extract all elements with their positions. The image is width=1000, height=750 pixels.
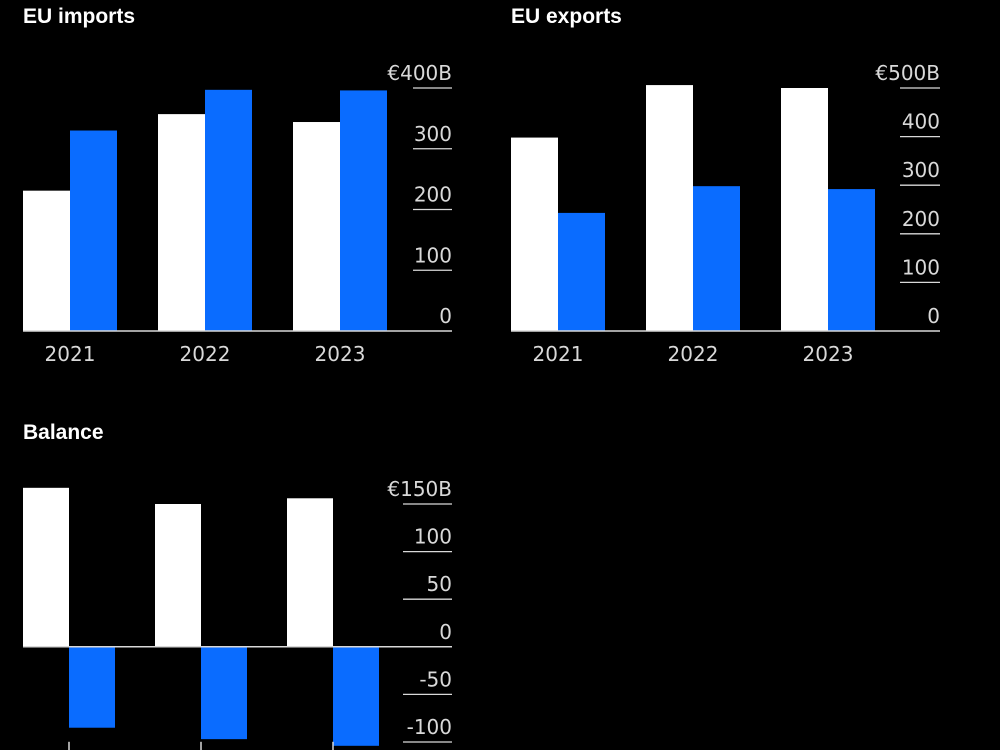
- balance-bar-2023-series-2: [333, 646, 379, 746]
- exports-bar-2022-series-2: [693, 186, 740, 331]
- imports-bar-2023-series-1: [293, 122, 340, 332]
- imports-y-tick-label-1: 100: [414, 243, 452, 267]
- exports-y-tick-label-0: 0: [927, 304, 940, 328]
- exports-chart-title: EU exports: [511, 5, 622, 28]
- exports-bar-2021-series-2: [558, 212, 605, 331]
- balance-bar-2021-series-1: [23, 487, 69, 647]
- balance-bar-2023-series-1: [287, 498, 333, 647]
- exports-bar-2023-series-2: [828, 189, 875, 331]
- imports-chart-title: EU imports: [23, 5, 136, 28]
- exports-y-tick-label-1: 100: [902, 255, 940, 279]
- exports-y-tick-label-2: 200: [902, 207, 940, 231]
- balance-y-tick-label-2: 0: [439, 620, 452, 644]
- imports-bar-2021-series-1: [23, 190, 70, 331]
- imports-bar-2022-series-2: [205, 89, 252, 331]
- balance-y-tick-label-1: -50: [419, 667, 452, 691]
- exports-x-tick-label-2023: 2023: [803, 342, 854, 366]
- balance-bar-2021-series-2: [69, 646, 115, 728]
- balance-y-tick-label-0: -100: [407, 715, 452, 739]
- balance-y-tick-label-4: 100: [414, 525, 452, 549]
- balance-y-tick-label-3: 50: [427, 572, 452, 596]
- exports-bar-2023-series-1: [781, 88, 828, 331]
- exports-y-tick-label-3: 300: [902, 158, 940, 182]
- exports-bar-2022-series-1: [646, 85, 693, 331]
- balance-bar-2022-series-2: [201, 646, 247, 740]
- exports-x-tick-label-2022: 2022: [668, 342, 719, 366]
- exports-x-tick-label-2021: 2021: [533, 342, 584, 366]
- imports-y-tick-label-4: €400B: [387, 61, 452, 85]
- balance-y-tick-label-5: €150B: [387, 477, 452, 501]
- imports-bar-2023-series-2: [340, 90, 387, 332]
- balance-chart-title: Balance: [23, 421, 104, 444]
- exports-bar-2021-series-1: [511, 137, 558, 331]
- imports-bar-2022-series-1: [158, 114, 205, 331]
- exports-y-tick-label-4: 400: [902, 110, 940, 134]
- imports-x-tick-label-2023: 2023: [315, 342, 366, 366]
- imports-bar-2021-series-2: [70, 130, 117, 331]
- imports-y-tick-label-0: 0: [439, 304, 452, 328]
- balance-bar-2022-series-1: [155, 504, 201, 647]
- exports-y-tick-label-5: €500B: [875, 61, 940, 85]
- imports-x-tick-label-2021: 2021: [45, 342, 96, 366]
- imports-x-tick-label-2022: 2022: [180, 342, 231, 366]
- imports-y-tick-label-2: 200: [414, 183, 452, 207]
- imports-y-tick-label-3: 300: [414, 122, 452, 146]
